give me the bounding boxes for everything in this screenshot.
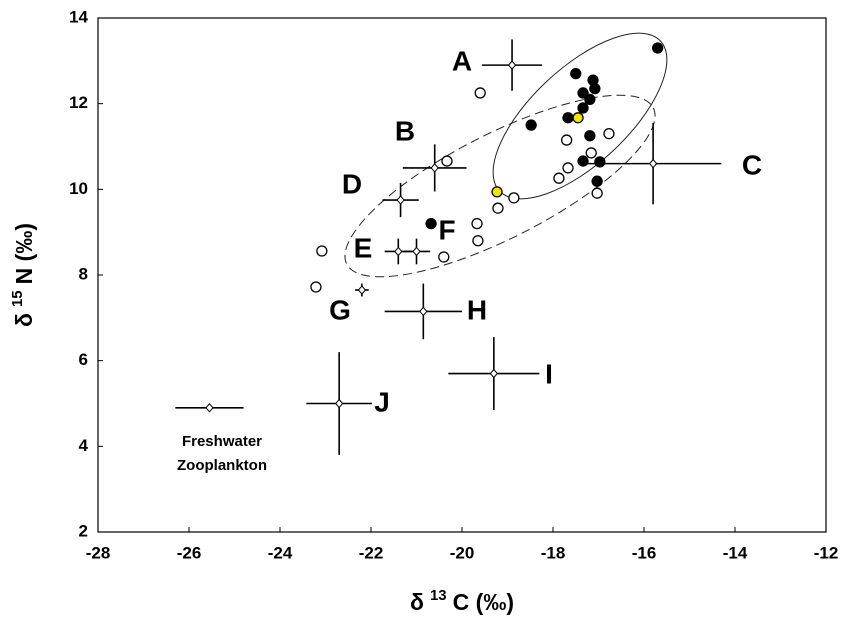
point [594, 156, 606, 168]
point [438, 251, 450, 263]
x-tick-label: -12 [814, 543, 839, 562]
ellipse-dashed [344, 94, 656, 278]
point [584, 93, 596, 106]
x-axis-label: δ 13 C (‰) [410, 587, 514, 615]
point [577, 87, 589, 99]
annotation: C [742, 149, 762, 180]
mean-marker [394, 246, 403, 257]
mean-marker [334, 398, 344, 409]
x-tick-label: -18 [541, 543, 566, 562]
x-label-isotope: 13 [430, 587, 447, 604]
mean-marker [489, 368, 499, 379]
annotation: F [438, 214, 455, 245]
point [441, 155, 453, 167]
annotation: A [452, 45, 472, 76]
point [570, 68, 582, 80]
y-tick-label: 8 [79, 264, 88, 283]
y-axis-label: δ 15 N (‰) [9, 223, 37, 327]
x-tick-label: -26 [177, 543, 202, 562]
point [561, 134, 573, 146]
point [585, 147, 597, 159]
point [562, 162, 574, 174]
point [652, 42, 664, 54]
x-tick-label: -28 [86, 543, 111, 562]
mean-marker [396, 195, 405, 205]
y-tick-label: 2 [79, 521, 88, 540]
point [316, 245, 328, 257]
annotation: I [545, 358, 553, 389]
point [603, 127, 615, 140]
mean-marker [357, 285, 367, 295]
annotation: B [395, 115, 415, 146]
y-tick-label: 14 [69, 7, 88, 26]
y-label-symbol: δ [11, 313, 37, 327]
point [472, 235, 484, 247]
y-tick-label: 12 [69, 93, 88, 112]
mean-marker [419, 306, 428, 317]
x-tick-label: -16 [632, 543, 657, 562]
x-label-symbol: δ [410, 589, 424, 615]
x-label-element: C (‰) [453, 589, 514, 615]
point [425, 217, 437, 230]
point [492, 202, 504, 214]
point [471, 217, 483, 230]
point [589, 83, 601, 95]
point [553, 172, 565, 184]
point [562, 112, 574, 124]
x-tick-label: -14 [723, 543, 748, 562]
point [474, 87, 486, 99]
point [591, 175, 603, 187]
annotation: J [374, 386, 390, 417]
y-label-element: N (‰) [11, 223, 37, 284]
point [577, 155, 589, 167]
point [577, 102, 589, 114]
point [591, 187, 603, 199]
point [491, 186, 503, 198]
point [310, 281, 322, 293]
annotation: E [354, 232, 373, 263]
y-tick-label: 4 [79, 436, 89, 455]
mean-marker [205, 403, 214, 413]
mean-marker [430, 163, 439, 173]
x-tick-label: -24 [268, 543, 293, 562]
point [508, 192, 520, 204]
x-tick-label: -20 [450, 543, 475, 562]
y-label-isotope: 15 [9, 290, 26, 307]
y-tick-label: 6 [79, 350, 88, 369]
point [572, 112, 584, 124]
point [525, 119, 537, 131]
x-tick-label: -22 [359, 543, 384, 562]
annotation: Zooplankton [177, 457, 267, 474]
plot-frame [97, 17, 827, 533]
annotation: D [342, 168, 362, 199]
annotation: Freshwater [182, 433, 262, 450]
annotation: H [467, 294, 487, 325]
point [584, 130, 596, 142]
mean-marker [648, 158, 658, 169]
mean-marker [412, 246, 421, 257]
annotation: G [329, 294, 351, 325]
y-tick-label: 10 [69, 179, 88, 198]
mean-marker [507, 60, 517, 70]
